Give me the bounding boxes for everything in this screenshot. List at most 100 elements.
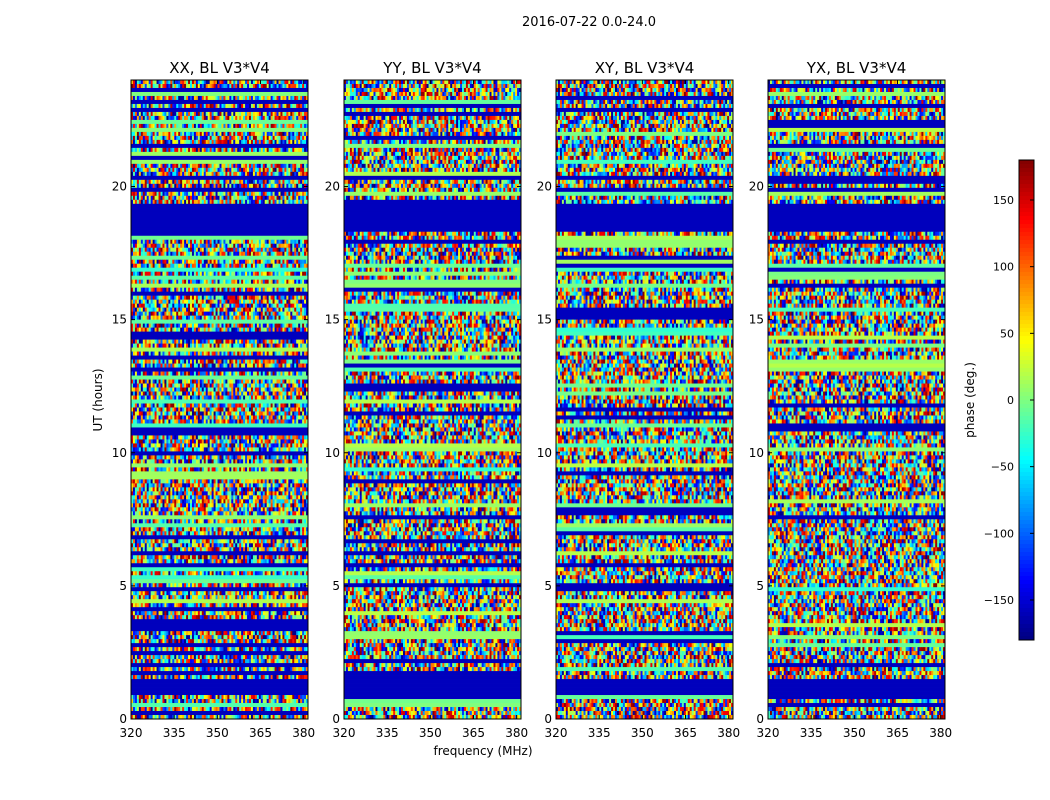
heatmap-cell — [266, 251, 270, 257]
heatmap-cell — [235, 171, 238, 177]
heatmap-cell — [264, 263, 268, 269]
heatmap-cell — [274, 239, 277, 245]
heatmap-cell — [250, 103, 254, 109]
heatmap-cell — [176, 111, 179, 117]
heatmap-cell — [152, 239, 155, 245]
heatmap-cell — [203, 167, 207, 173]
heatmap-cell — [154, 167, 157, 173]
heatmap-cell — [241, 183, 244, 189]
heatmap-cell — [197, 243, 201, 249]
heatmap-cell — [154, 123, 157, 129]
heatmap-cell — [237, 167, 240, 173]
heatmap-cell — [150, 95, 154, 101]
heatmap-cell — [298, 279, 301, 285]
heatmap-cell — [182, 279, 185, 285]
heatmap-cell — [302, 271, 305, 277]
heatmap-cell — [223, 195, 226, 201]
heatmap-cell — [131, 239, 134, 245]
heatmap-cell — [254, 199, 258, 205]
heatmap-cell — [134, 111, 138, 117]
heatmap-cell — [160, 287, 163, 293]
heatmap-cell — [164, 247, 167, 253]
heatmap-cell — [221, 115, 224, 121]
heatmap-cell — [186, 183, 189, 189]
heatmap-cell — [203, 271, 207, 277]
heatmap-cell — [209, 147, 213, 153]
heatmap-cell — [160, 123, 163, 129]
heatmap-cell — [282, 163, 285, 169]
heatmap-cell — [195, 135, 199, 141]
heatmap-cell — [168, 83, 171, 89]
uniform-row — [131, 159, 308, 165]
heatmap-cell — [156, 239, 159, 245]
heatmap-cell — [266, 179, 270, 185]
heatmap-cell — [146, 271, 150, 277]
uniform-row — [131, 347, 308, 352]
heatmap-cell — [298, 239, 301, 245]
heatmap-cell — [304, 123, 307, 129]
heatmap-cell — [237, 287, 240, 293]
heatmap-cell — [229, 171, 232, 177]
heatmap-cell — [292, 199, 295, 205]
heatmap-cell — [209, 263, 213, 269]
heatmap-cell — [284, 239, 287, 245]
heatmap-cell — [182, 287, 185, 293]
heatmap-cell — [211, 123, 214, 129]
heatmap-cell — [268, 135, 272, 141]
heatmap-cell — [150, 295, 154, 301]
heatmap-cell — [278, 195, 281, 201]
heatmap-cell — [160, 239, 163, 245]
heatmap-cell — [203, 131, 207, 137]
heatmap-cell — [182, 263, 185, 269]
heatmap-cell — [156, 80, 159, 85]
heatmap-cell — [195, 83, 199, 89]
heatmap-cell — [302, 95, 305, 101]
heatmap-cell — [134, 195, 138, 201]
heatmap-cell — [201, 287, 205, 293]
heatmap-cell — [233, 263, 236, 269]
heatmap-cell — [131, 95, 134, 101]
heatmap-cell — [250, 171, 254, 177]
heatmap-cell — [294, 251, 297, 257]
heatmap-cell — [272, 271, 275, 277]
heatmap-cell — [168, 171, 171, 177]
heatmap-cell — [250, 147, 254, 153]
heatmap-cell — [160, 115, 163, 121]
heatmap-cell — [164, 123, 167, 129]
heatmap-cell — [219, 171, 222, 177]
heatmap-cell — [172, 111, 175, 117]
heatmap-cell — [225, 183, 228, 189]
heatmap-cell — [209, 251, 213, 257]
heatmap-cell — [176, 123, 179, 129]
heatmap-cell — [286, 199, 289, 205]
heatmap-cell — [162, 191, 165, 197]
heatmap-cell — [166, 135, 169, 141]
heatmap-cell — [280, 167, 283, 173]
heatmap-cell — [250, 271, 254, 277]
heatmap-cell — [217, 243, 220, 249]
heatmap-cell — [276, 123, 279, 129]
heatmap-cell — [278, 123, 281, 129]
heatmap-cell — [176, 271, 179, 277]
heatmap-cell — [160, 271, 163, 277]
heatmap-cell — [186, 83, 189, 89]
heatmap-cell — [172, 83, 175, 89]
heatmap-cell — [239, 95, 242, 101]
heatmap-cell — [168, 147, 171, 153]
heatmap-cell — [158, 139, 161, 145]
heatmap-cell — [209, 115, 213, 121]
heatmap-cell — [233, 199, 236, 205]
heatmap-cell — [164, 83, 167, 89]
heatmap-cell — [225, 287, 228, 293]
heatmap-cell — [213, 103, 216, 109]
heatmap-cell — [186, 263, 189, 269]
heatmap-cell — [193, 259, 197, 265]
heatmap-cell — [170, 247, 173, 253]
heatmap-cell — [211, 287, 214, 293]
heatmap-cell — [217, 103, 220, 109]
heatmap-cell — [225, 179, 228, 185]
heatmap-cell — [150, 115, 154, 121]
heatmap-cell — [195, 191, 199, 197]
heatmap-cell — [199, 147, 203, 153]
heatmap-cell — [227, 115, 230, 121]
